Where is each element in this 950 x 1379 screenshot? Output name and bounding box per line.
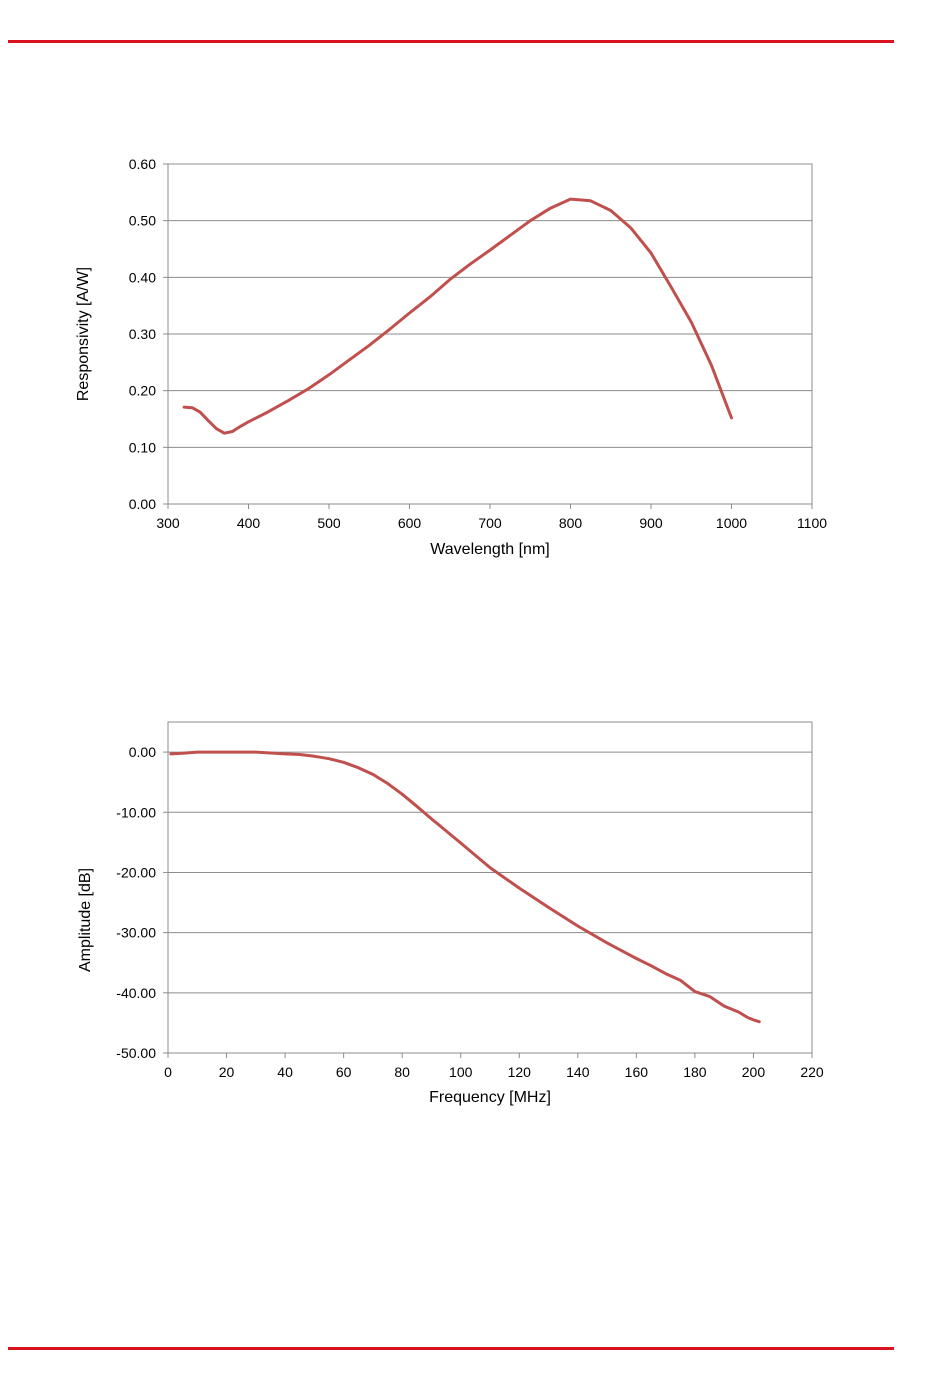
x-tick-label: 700 — [478, 515, 502, 531]
amplitude-chart: 0.00 -10.00 -20.00 -30.00 -40.00 -50.00 0 20 40 6… — [77, 721, 824, 1106]
y-tick-label: 0.10 — [129, 439, 156, 455]
y-tick-label: -40.00 — [116, 985, 156, 1001]
x-tick-label: 60 — [336, 1064, 352, 1080]
y-tick-label: 0.00 — [129, 496, 156, 512]
grid — [168, 163, 812, 505]
x-tick-label: 160 — [625, 1064, 649, 1080]
responsivity-chart: 0.00 0.10 0.20 0.30 0.40 0.50 0.60 300 400 500 600… — [75, 156, 828, 558]
y-tick-label: -30.00 — [116, 925, 156, 941]
amplitude-curve — [169, 750, 761, 1024]
grid — [168, 751, 812, 1054]
y-tick-label: 0.20 — [129, 383, 156, 399]
y-tick-label: 0.50 — [129, 213, 156, 229]
y-tick-label: 0.30 — [129, 326, 156, 342]
x-tick-label: 200 — [742, 1064, 766, 1080]
x-tick-label: 20 — [219, 1064, 235, 1080]
x-tick-label: 900 — [639, 515, 663, 531]
y-tick-label: -10.00 — [116, 804, 156, 820]
y-tick-label: 0.40 — [129, 269, 156, 285]
y-tick-label: -20.00 — [116, 864, 156, 880]
x-tick-label: 80 — [394, 1064, 410, 1080]
x-tick-label: 800 — [559, 515, 583, 531]
y-tick-label: 0.60 — [129, 156, 156, 172]
x-tick-label: 140 — [566, 1064, 590, 1080]
x-tick-label: 100 — [449, 1064, 473, 1080]
plot-frame — [167, 721, 813, 1054]
x-tick-label: 300 — [156, 515, 180, 531]
y-tick-label: 0.00 — [129, 744, 156, 760]
x-tick-label: 400 — [237, 515, 261, 531]
x-tick-label: 1100 — [797, 515, 827, 531]
x-tick-label: 1000 — [716, 515, 747, 531]
x-tick-label: 180 — [683, 1064, 707, 1080]
y-tick-label: -50.00 — [116, 1045, 156, 1061]
x-axis-label: Frequency [MHz] — [429, 1089, 551, 1106]
x-tick-label: 40 — [277, 1064, 293, 1080]
x-tick-label: 220 — [800, 1064, 824, 1080]
x-tick-label: 120 — [508, 1064, 532, 1080]
x-tick-label: 600 — [398, 515, 422, 531]
tick-labels: 0.00 -10.00 -20.00 -30.00 -40.00 -50.00 0 20 40 6… — [116, 744, 824, 1080]
y-axis-label: Amplitude [dB] — [77, 868, 94, 972]
bottom-rule — [8, 1347, 894, 1350]
x-axis-label: Wavelength [nm] — [430, 541, 549, 558]
x-tick-label: 0 — [164, 1064, 172, 1080]
responsivity-curve — [182, 197, 733, 435]
top-rule — [8, 40, 894, 43]
tick-labels: 0.00 0.10 0.20 0.30 0.40 0.50 0.60 300 400 500 600… — [129, 156, 828, 531]
x-tick-label: 500 — [317, 515, 341, 531]
y-axis-label: Responsivity [A/W] — [75, 267, 92, 401]
